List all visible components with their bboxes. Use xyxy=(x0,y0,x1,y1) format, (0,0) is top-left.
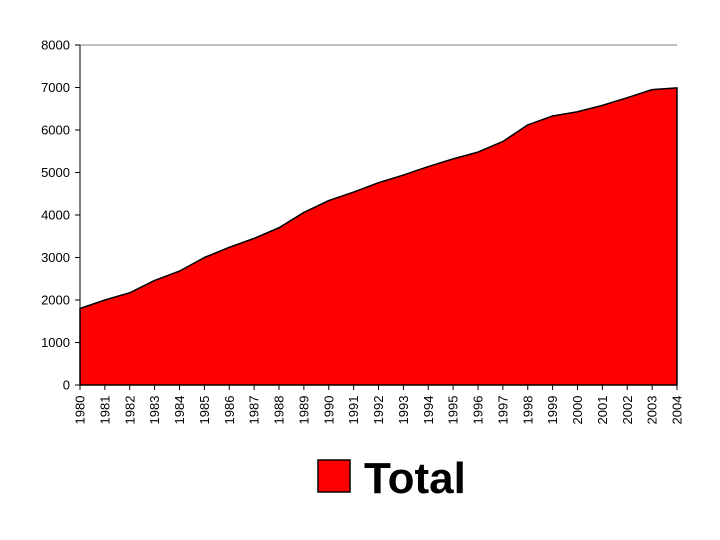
legend-label-total: Total xyxy=(364,454,466,503)
x-tick-label: 2003 xyxy=(645,396,660,425)
x-tick-label: 1997 xyxy=(495,396,510,425)
x-tick-label: 2004 xyxy=(670,396,685,425)
y-tick-label: 4000 xyxy=(41,208,70,223)
y-tick-label: 0 xyxy=(63,378,70,393)
x-tick-labels: 1980 1981 1982 1983 1984 1985 1986 1987 1988 1989… xyxy=(73,396,685,425)
x-tick-label: 1998 xyxy=(520,396,535,425)
area-series-total xyxy=(79,87,678,386)
y-tick-label: 5000 xyxy=(41,165,70,180)
x-tick-label: 1981 xyxy=(97,396,112,425)
x-tick-label: 1991 xyxy=(346,396,361,425)
legend-swatch-total xyxy=(317,459,351,493)
x-tick-label: 2000 xyxy=(570,396,585,425)
x-tick-label: 1996 xyxy=(471,396,486,425)
y-tick-label: 8000 xyxy=(41,38,70,53)
x-tick-label: 1987 xyxy=(247,396,262,425)
x-tick-label: 1980 xyxy=(73,396,88,425)
x-tick-label: 1985 xyxy=(197,396,212,425)
x-tick-label: 1986 xyxy=(222,396,237,425)
y-tick-label: 2000 xyxy=(41,293,70,308)
x-tick-label: 1982 xyxy=(122,396,137,425)
x-tick-label: 1992 xyxy=(371,396,386,425)
x-tick-label: 1984 xyxy=(172,396,187,425)
x-tick-label: 1989 xyxy=(296,396,311,425)
x-tick-label: 1999 xyxy=(545,396,560,425)
area-layer xyxy=(79,87,678,386)
x-tick-label: 1994 xyxy=(421,396,436,425)
legend: Total xyxy=(317,454,466,503)
x-tick-label: 1983 xyxy=(147,396,162,425)
x-tick-label: 2001 xyxy=(595,396,610,425)
x-tick-label: 1995 xyxy=(446,396,461,425)
y-tick-label: 1000 xyxy=(41,335,70,350)
y-tick-label: 6000 xyxy=(41,123,70,138)
x-tick-label: 1993 xyxy=(396,396,411,425)
x-tick-label: 1988 xyxy=(272,396,287,425)
axes xyxy=(75,44,678,390)
y-tick-label: 7000 xyxy=(41,80,70,95)
x-tick-label: 2002 xyxy=(620,396,635,425)
y-tick-label: 3000 xyxy=(41,250,70,265)
x-tick-label: 1990 xyxy=(321,396,336,425)
y-tick-labels: 0 1000 2000 3000 4000 5000 6000 7000 8000 xyxy=(41,38,70,393)
